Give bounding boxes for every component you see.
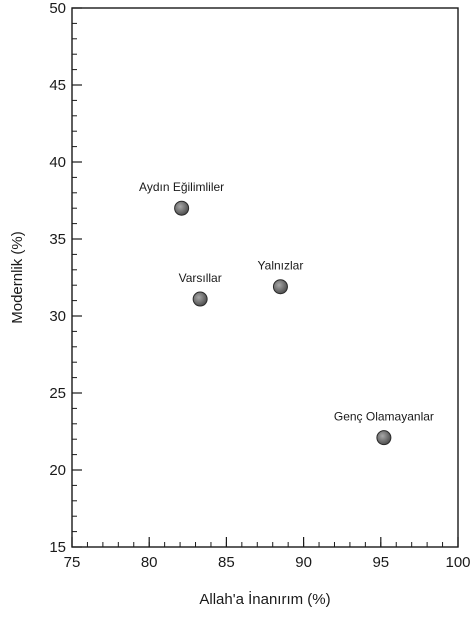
x-tick-label: 100: [445, 554, 470, 571]
data-point: [376, 430, 392, 446]
data-point: [272, 279, 288, 295]
y-tick-label: 25: [49, 385, 66, 402]
data-points: Aydın Eğilimliler Varsıllar Yalnızlar Genç …: [139, 180, 434, 446]
y-tick-label: 15: [49, 539, 66, 556]
y-axis-title: Modernlik (%): [9, 231, 26, 324]
y-tick-label: 45: [49, 77, 66, 94]
x-axis-title: Allah'a İnanırım (%): [199, 590, 330, 608]
y-tick-label: 50: [49, 0, 66, 17]
axes: [71, 7, 459, 548]
point-label: Genç Olamayanlar: [334, 410, 434, 424]
y-tick-label: 20: [49, 462, 66, 479]
point-label: Varsıllar: [179, 271, 222, 285]
x-tick-label: 90: [295, 554, 312, 571]
y-tick-label: 30: [49, 308, 66, 325]
data-point: [174, 200, 190, 216]
y-tick-label: 40: [49, 154, 66, 171]
plot-frame: [71, 7, 459, 548]
ticks: 75 80 85 90 95 100 15 20 25 30 35 40 45 50: [49, 0, 470, 571]
point-label: Yalnızlar: [258, 259, 304, 273]
x-tick-label: 75: [64, 554, 81, 571]
data-point: [192, 291, 208, 307]
x-tick-label: 95: [372, 554, 389, 571]
y-tick-label: 35: [49, 231, 66, 248]
x-tick-label: 80: [141, 554, 158, 571]
point-label: Aydın Eğilimliler: [139, 180, 224, 194]
x-tick-label: 85: [218, 554, 235, 571]
